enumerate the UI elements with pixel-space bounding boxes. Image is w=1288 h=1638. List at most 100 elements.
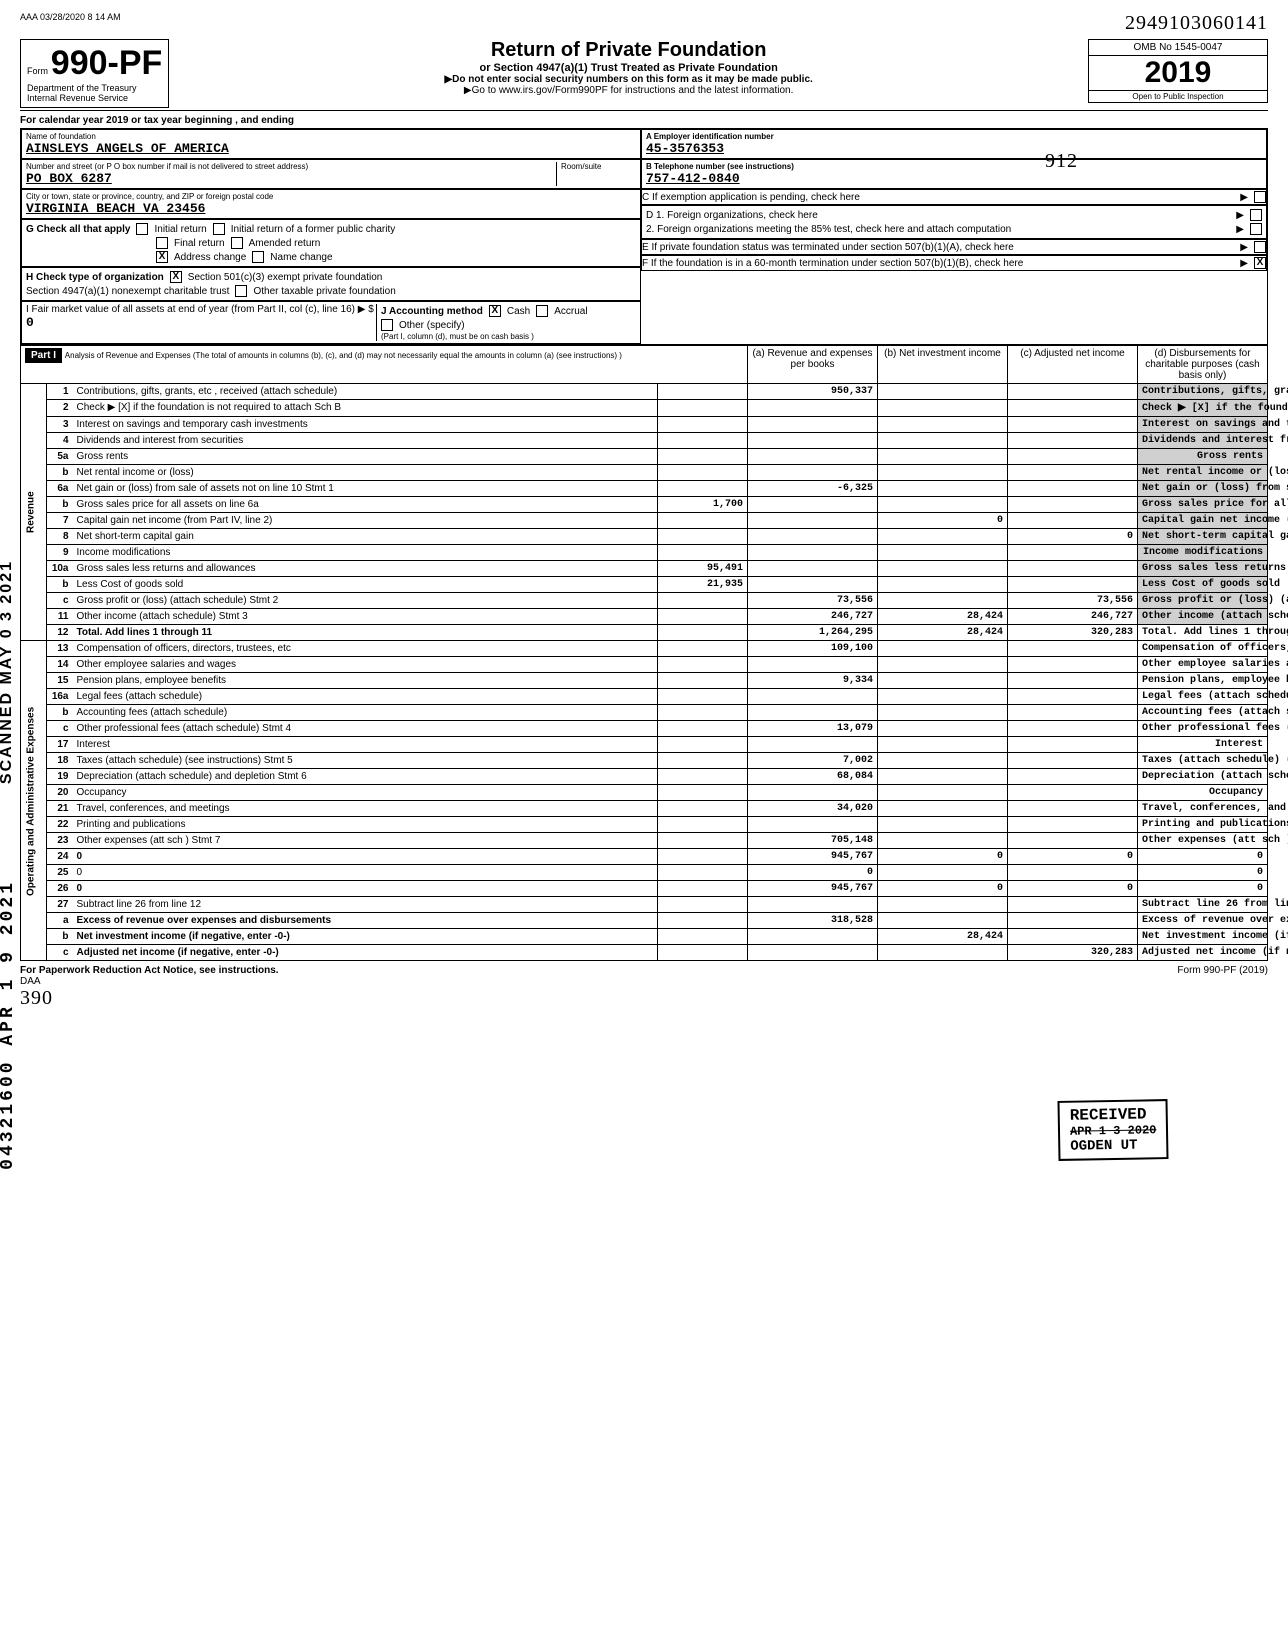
j-accrual: Accrual bbox=[554, 306, 587, 317]
col-a-cell: 73,556 bbox=[748, 593, 878, 609]
table-row: 27Subtract line 26 from line 12Subtract … bbox=[21, 897, 1268, 913]
cbox-501c3[interactable]: X bbox=[170, 271, 182, 283]
col-a-cell bbox=[748, 737, 878, 753]
pre-col bbox=[657, 384, 747, 400]
table-row: 4Dividends and interest from securitiesD… bbox=[21, 433, 1268, 449]
col-b-cell bbox=[878, 753, 1008, 769]
col-a-cell: 34,020 bbox=[748, 801, 878, 817]
cbox-other[interactable] bbox=[381, 319, 393, 331]
line-desc: Occupancy bbox=[73, 785, 658, 801]
col-c-cell bbox=[1008, 833, 1138, 849]
col-a-cell: 945,767 bbox=[748, 849, 878, 865]
col-a-cell bbox=[748, 561, 878, 577]
col-c-cell: 0 bbox=[1008, 881, 1138, 897]
calendar-year-line: For calendar year 2019 or tax year begin… bbox=[20, 113, 1268, 128]
line-desc: Gross rents bbox=[73, 449, 658, 465]
form-number-box: Form 990-PF Department of the Treasury I… bbox=[20, 39, 169, 108]
pre-col bbox=[657, 481, 747, 497]
line-desc: Total. Add lines 1 through 11 bbox=[73, 625, 658, 641]
table-row: 22Printing and publicationsPrinting and … bbox=[21, 817, 1268, 833]
scanned-stamp: SCANNED MAY 0 3 2021 bbox=[0, 560, 16, 784]
line-desc: Legal fees (attach schedule) bbox=[73, 689, 658, 705]
line-desc: Capital gain net income (from Part IV, l… bbox=[73, 513, 658, 529]
cbox-amended[interactable] bbox=[231, 237, 243, 249]
line-desc: Contributions, gifts, grants, etc , rece… bbox=[73, 384, 658, 400]
line-number: c bbox=[47, 945, 73, 961]
col-d-cell: Net gain or (loss) from sale of assets n… bbox=[1138, 481, 1268, 497]
line-desc: Check ▶ [X] if the foundation is not req… bbox=[73, 400, 658, 417]
col-b-cell bbox=[878, 529, 1008, 545]
cbox-accrual[interactable] bbox=[536, 305, 548, 317]
col-d-cell: Less Cost of goods sold bbox=[1138, 577, 1268, 593]
col-a-cell bbox=[748, 929, 878, 945]
h-other-tax: Other taxable private foundation bbox=[253, 286, 395, 297]
cbox-4947[interactable] bbox=[235, 285, 247, 297]
cbox-e[interactable] bbox=[1254, 241, 1266, 253]
line-desc: Travel, conferences, and meetings bbox=[73, 801, 658, 817]
col-b-cell bbox=[878, 657, 1008, 673]
d1-label: D 1. Foreign organizations, check here bbox=[646, 210, 1230, 221]
pre-col bbox=[657, 817, 747, 833]
foundation-name: AINSLEYS ANGELS OF AMERICA bbox=[26, 141, 636, 156]
col-b-cell: 28,424 bbox=[878, 625, 1008, 641]
cbox-cash[interactable]: X bbox=[489, 305, 501, 317]
pre-col bbox=[657, 753, 747, 769]
line-number: b bbox=[47, 577, 73, 593]
cbox-d1[interactable] bbox=[1250, 209, 1262, 221]
table-row: 17InterestInterest bbox=[21, 737, 1268, 753]
col-b-cell bbox=[878, 833, 1008, 849]
pre-col bbox=[657, 593, 747, 609]
e-label: E If private foundation status was termi… bbox=[642, 242, 1234, 253]
cbox-f[interactable]: X bbox=[1254, 257, 1266, 269]
line-desc: Other professional fees (attach schedule… bbox=[73, 721, 658, 737]
pre-col bbox=[657, 449, 747, 465]
tax-year: 2019 bbox=[1089, 56, 1267, 90]
pre-col bbox=[657, 897, 747, 913]
col-b-cell bbox=[878, 721, 1008, 737]
col-d-cell: Other employee salaries and wages bbox=[1138, 657, 1268, 673]
line-desc: Gross sales less returns and allowances bbox=[73, 561, 658, 577]
col-c-cell bbox=[1008, 673, 1138, 689]
table-row: cAdjusted net income (if negative, enter… bbox=[21, 945, 1268, 961]
cbox-d2[interactable] bbox=[1250, 223, 1262, 235]
table-row: 8Net short-term capital gain0Net short-t… bbox=[21, 529, 1268, 545]
i-value: 0 bbox=[26, 315, 34, 330]
table-row: 21Travel, conferences, and meetings34,02… bbox=[21, 801, 1268, 817]
col-d-cell: Income modifications bbox=[1138, 545, 1268, 561]
cbox-address-change[interactable]: X bbox=[156, 251, 168, 263]
pre-col: 21,935 bbox=[657, 577, 747, 593]
cbox-initial-former[interactable] bbox=[213, 223, 225, 235]
line-number: 27 bbox=[47, 897, 73, 913]
cbox-c[interactable] bbox=[1254, 191, 1266, 203]
j-cash: Cash bbox=[507, 306, 530, 317]
table-row: 25000 bbox=[21, 865, 1268, 881]
table-row: 240945,767000 bbox=[21, 849, 1268, 865]
cbox-final[interactable] bbox=[156, 237, 168, 249]
col-c-cell bbox=[1008, 737, 1138, 753]
col-b-cell bbox=[878, 801, 1008, 817]
cbox-name-change[interactable] bbox=[252, 251, 264, 263]
line-desc: Gross sales price for all assets on line… bbox=[73, 497, 658, 513]
dln-side-stamp: 04321600 APR 1 9 2021 bbox=[0, 880, 18, 1170]
table-row: bAccounting fees (attach schedule)Accoun… bbox=[21, 705, 1268, 721]
cbox-initial[interactable] bbox=[136, 223, 148, 235]
col-c-cell: 320,283 bbox=[1008, 945, 1138, 961]
pre-col bbox=[657, 721, 747, 737]
table-row: bLess Cost of goods sold21,935Less Cost … bbox=[21, 577, 1268, 593]
col-b-cell bbox=[878, 481, 1008, 497]
col-a-cell: 7,002 bbox=[748, 753, 878, 769]
g-name: Name change bbox=[270, 252, 332, 263]
col-b-cell bbox=[878, 641, 1008, 657]
line-desc: Net investment income (if negative, ente… bbox=[73, 929, 658, 945]
hand-912: 912 bbox=[1045, 150, 1078, 173]
line-number: 10a bbox=[47, 561, 73, 577]
line-desc: Taxes (attach schedule) (see instruction… bbox=[73, 753, 658, 769]
col-d-cell: Other expenses (att sch ) Stmt 7 bbox=[1138, 833, 1268, 849]
col-d-cell: Net investment income (if negative, ente… bbox=[1138, 929, 1268, 945]
col-b-cell bbox=[878, 465, 1008, 481]
col-c-cell bbox=[1008, 400, 1138, 417]
col-d-cell: Gross profit or (loss) (attach schedule)… bbox=[1138, 593, 1268, 609]
col-c-cell bbox=[1008, 753, 1138, 769]
line-number: 20 bbox=[47, 785, 73, 801]
col-d-cell: Dividends and interest from securities bbox=[1138, 433, 1268, 449]
